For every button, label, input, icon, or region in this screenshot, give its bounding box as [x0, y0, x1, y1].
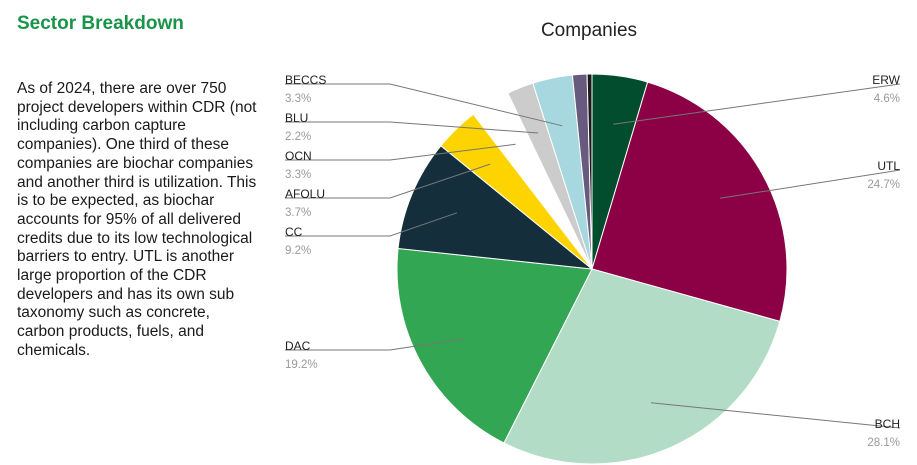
slice-label-ocn: OCN	[285, 149, 312, 163]
slice-percent-ocn: 3.3%	[285, 169, 311, 181]
leader-line-cc	[285, 212, 458, 237]
description-paragraph: As of 2024, there are over 750 project d…	[17, 80, 257, 359]
leader-line-beccs	[285, 83, 563, 127]
section-heading: Sector Breakdown	[17, 13, 184, 34]
slice-label-blu: BLU	[285, 111, 308, 125]
leader-line-ocn	[285, 143, 516, 161]
slice-label-utl: UTL	[877, 159, 900, 173]
slice-percent-dac: 19.2%	[285, 359, 318, 371]
pie-slice-cc	[397, 145, 594, 270]
slice-percent-afolu: 3.7%	[285, 207, 311, 219]
slice-percent-bch: 28.1%	[867, 437, 900, 449]
slice-percent-blu: 2.2%	[285, 131, 311, 143]
leader-line-dac	[285, 338, 464, 351]
slice-percent-utl: 24.7%	[867, 179, 900, 191]
leader-line-erw	[613, 83, 901, 125]
chart-title: Companies	[541, 20, 637, 41]
slice-percent-beccs: 3.3%	[285, 93, 311, 105]
slice-label-cc: CC	[285, 225, 303, 239]
pie-slice-other-10	[586, 73, 593, 270]
leader-line-utl	[719, 169, 901, 199]
pie-slice-dac	[396, 247, 593, 444]
leader-line-bch	[650, 402, 901, 429]
slice-label-beccs: BECCS	[285, 73, 326, 87]
pie-slice-utl	[591, 81, 788, 323]
pie-slice-bch	[503, 268, 781, 465]
slice-label-bch: BCH	[875, 417, 900, 431]
leader-line-afolu	[285, 163, 491, 199]
leader-line-blu	[285, 121, 539, 134]
slice-label-erw: ERW	[872, 73, 900, 87]
slice-percent-erw: 4.6%	[874, 93, 900, 105]
slice-label-afolu: AFOLU	[285, 187, 325, 201]
slice-label-dac: DAC	[285, 339, 311, 353]
slice-percent-cc: 9.2%	[285, 245, 311, 257]
